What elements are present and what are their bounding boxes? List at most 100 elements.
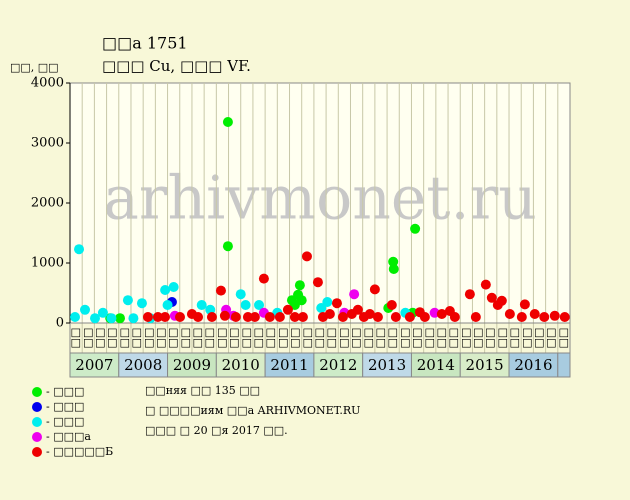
- point: [128, 313, 139, 324]
- point: [122, 295, 133, 306]
- point: [297, 312, 308, 322]
- point: [222, 241, 233, 252]
- column-label: □□: [229, 328, 242, 349]
- point: [162, 300, 173, 310]
- year-cell: [313, 352, 364, 378]
- column-label: □□: [351, 328, 364, 349]
- column-label: □□: [326, 328, 339, 349]
- point: [168, 282, 179, 292]
- point: [152, 312, 163, 322]
- legend-swatch: [32, 402, 42, 412]
- point: [222, 117, 233, 127]
- column-label: □□: [131, 328, 144, 349]
- note: □ □□□□иям □□а ARHIVMONET.RU: [145, 404, 360, 417]
- year-label: 2009: [173, 356, 211, 374]
- point: [215, 285, 226, 296]
- y-tick-label: 1000: [31, 256, 64, 271]
- legend-label: - □□□□□Б: [46, 445, 113, 458]
- point: [364, 309, 375, 319]
- point: [70, 312, 80, 322]
- year-cell: [167, 352, 217, 378]
- column-label: □□: [521, 328, 534, 349]
- legend-label: - □□□: [46, 385, 84, 398]
- point: [559, 312, 570, 322]
- point: [264, 312, 275, 322]
- point: [372, 312, 383, 322]
- column-label: □□: [82, 328, 95, 349]
- legend-swatch: [32, 417, 42, 427]
- column-label: □□: [290, 328, 303, 349]
- point: [90, 313, 100, 324]
- column-label: □□: [265, 328, 278, 349]
- y-axis-label: □□, □□: [10, 61, 59, 74]
- point: [74, 244, 85, 255]
- point: [331, 298, 342, 309]
- year-cell: [557, 352, 571, 378]
- point: [240, 300, 251, 310]
- point: [274, 312, 285, 322]
- point: [175, 312, 185, 322]
- point: [196, 300, 207, 310]
- point: [193, 312, 204, 322]
- legend-label: - □□□а: [46, 430, 91, 443]
- column-label: □□: [387, 328, 400, 349]
- point: [136, 298, 147, 309]
- y-tick-label: 0: [56, 316, 64, 331]
- column-label: □□: [204, 328, 217, 349]
- column-label: □□: [314, 328, 327, 349]
- point: [388, 256, 399, 267]
- point: [160, 285, 171, 295]
- column-label: □□: [497, 328, 510, 349]
- point: [519, 299, 530, 310]
- note: □□□ □ 20 □я 2017 □□.: [145, 424, 288, 437]
- column-label: □□: [155, 328, 168, 349]
- year-cell: [264, 352, 315, 378]
- year-label: 2008: [124, 356, 162, 374]
- year-label: 2013: [368, 356, 406, 374]
- column-label: □□: [534, 328, 547, 349]
- point: [436, 309, 447, 319]
- column-label: □□: [546, 328, 559, 349]
- column-label: □□: [424, 328, 437, 349]
- point: [486, 292, 497, 303]
- point: [352, 304, 363, 315]
- point: [404, 312, 415, 322]
- point: [316, 303, 327, 313]
- y-tick-label: 4000: [31, 76, 64, 91]
- legend-swatch: [32, 387, 42, 397]
- column-label: □□: [192, 328, 205, 349]
- column-label: □□: [94, 328, 107, 349]
- point: [419, 312, 430, 322]
- point: [312, 277, 323, 288]
- point: [337, 312, 348, 322]
- column-label: □□: [216, 328, 229, 349]
- point: [301, 251, 312, 262]
- legend-label: - □□□: [46, 415, 84, 428]
- column-label: □□: [70, 328, 83, 349]
- column-label: □□: [436, 328, 449, 349]
- year-label: 2010: [222, 356, 260, 374]
- year-cell: [69, 352, 120, 378]
- point: [529, 309, 540, 319]
- point: [242, 312, 253, 322]
- point: [115, 313, 125, 324]
- point: [254, 300, 265, 310]
- point: [142, 312, 153, 322]
- column-label: □□: [412, 328, 425, 349]
- column-label: □□: [119, 328, 132, 349]
- column-label: □□: [277, 328, 290, 349]
- point: [390, 312, 401, 322]
- point: [282, 304, 293, 315]
- point: [97, 307, 108, 318]
- y-tick-label: 3000: [31, 136, 64, 151]
- point: [230, 312, 241, 322]
- point: [349, 289, 360, 300]
- point: [294, 280, 305, 291]
- point: [449, 312, 460, 322]
- point: [324, 309, 335, 319]
- column-label: □□: [399, 328, 412, 349]
- point: [160, 312, 170, 322]
- point: [235, 289, 246, 300]
- column-label: □□: [375, 328, 388, 349]
